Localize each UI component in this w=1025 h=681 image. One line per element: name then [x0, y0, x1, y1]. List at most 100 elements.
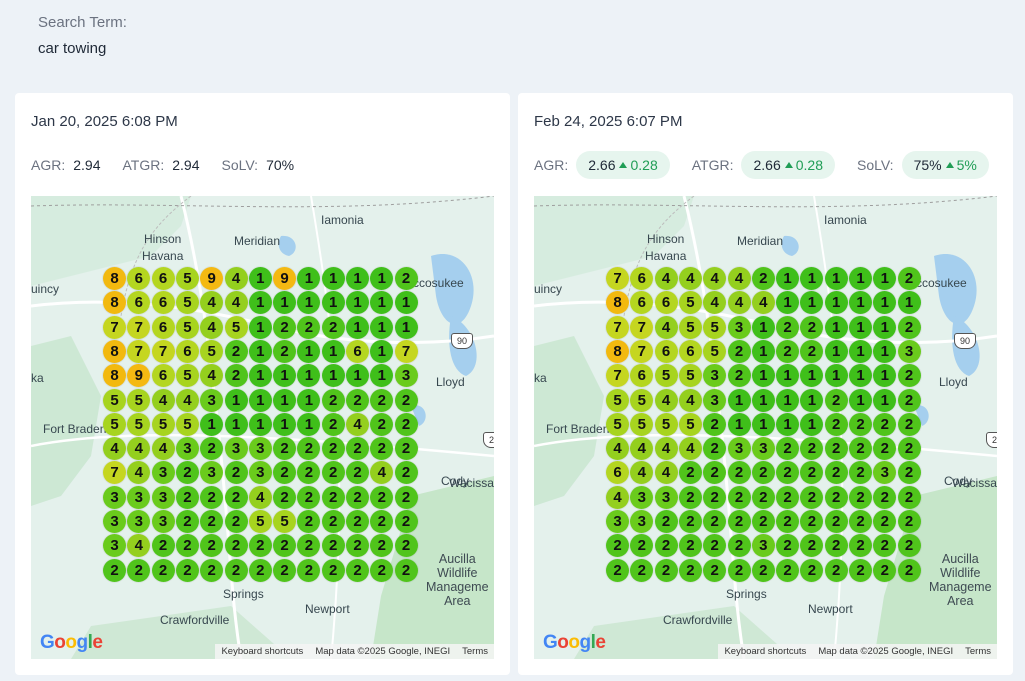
rank-pin[interactable]: 6: [151, 364, 175, 388]
rank-pin[interactable]: 2: [678, 510, 702, 533]
rank-pin[interactable]: 5: [175, 267, 199, 290]
rank-pin[interactable]: 2: [897, 315, 921, 339]
rank-pin[interactable]: 5: [678, 364, 702, 388]
rank-pin[interactable]: 5: [703, 339, 727, 363]
rank-pin[interactable]: 4: [727, 291, 751, 315]
rank-pin[interactable]: 1: [776, 412, 800, 436]
rank-pin[interactable]: 7: [103, 461, 126, 485]
rank-pin[interactable]: 3: [897, 339, 921, 363]
rank-pin[interactable]: 2: [321, 485, 345, 509]
map-view[interactable]: Iamonia Hinson Havana Meridian uincy cco…: [534, 196, 997, 659]
rank-pin[interactable]: 2: [224, 364, 248, 388]
rank-pin[interactable]: 7: [630, 315, 654, 339]
rank-pin[interactable]: 2: [751, 485, 775, 509]
rank-pin[interactable]: 8: [103, 267, 126, 290]
rank-pin[interactable]: 8: [606, 291, 629, 315]
rank-pin[interactable]: 5: [103, 388, 126, 412]
rank-pin[interactable]: 2: [703, 534, 727, 558]
rank-pin[interactable]: 5: [630, 388, 654, 412]
rank-pin[interactable]: 2: [897, 461, 921, 485]
rank-pin[interactable]: 2: [200, 485, 224, 509]
rank-pin[interactable]: 4: [654, 388, 678, 412]
rank-pin[interactable]: 4: [606, 437, 629, 461]
rank-pin[interactable]: 2: [297, 510, 321, 533]
rank-pin[interactable]: 1: [248, 291, 272, 315]
rank-pin[interactable]: 2: [776, 485, 800, 509]
rank-pin[interactable]: 2: [800, 461, 824, 485]
rank-pin[interactable]: 2: [678, 534, 702, 558]
rank-pin[interactable]: 2: [849, 534, 872, 558]
rank-pin[interactable]: 2: [824, 437, 848, 461]
rank-pin[interactable]: 2: [849, 412, 872, 436]
rank-pin[interactable]: 2: [678, 558, 702, 582]
rank-pin[interactable]: 2: [800, 534, 824, 558]
rank-pin[interactable]: 6: [175, 339, 199, 363]
rank-pin[interactable]: 1: [370, 267, 394, 290]
rank-pin[interactable]: 2: [849, 437, 872, 461]
rank-pin[interactable]: 2: [776, 339, 800, 363]
rank-pin[interactable]: 2: [248, 534, 272, 558]
rank-pin[interactable]: 2: [751, 510, 775, 533]
keyboard-shortcuts-link[interactable]: Keyboard shortcuts: [724, 646, 807, 657]
rank-pin[interactable]: 5: [127, 388, 151, 412]
rank-pin[interactable]: 2: [321, 412, 345, 436]
rank-pin[interactable]: 2: [776, 534, 800, 558]
rank-pin[interactable]: 1: [248, 267, 272, 290]
rank-pin[interactable]: 1: [297, 364, 321, 388]
rank-pin[interactable]: 3: [703, 364, 727, 388]
rank-pin[interactable]: 1: [751, 388, 775, 412]
rank-pin[interactable]: 4: [703, 291, 727, 315]
rank-pin[interactable]: 2: [273, 315, 297, 339]
rank-pin[interactable]: 1: [751, 315, 775, 339]
rank-pin[interactable]: 5: [151, 412, 175, 436]
rank-pin[interactable]: 2: [800, 437, 824, 461]
rank-pin[interactable]: 4: [678, 437, 702, 461]
rank-pin[interactable]: 4: [654, 267, 678, 290]
rank-pin[interactable]: 3: [606, 510, 629, 533]
rank-pin[interactable]: 2: [654, 510, 678, 533]
rank-pin[interactable]: 2: [824, 412, 848, 436]
rank-pin[interactable]: 2: [321, 510, 345, 533]
rank-pin[interactable]: 7: [606, 364, 629, 388]
rank-pin[interactable]: 2: [678, 461, 702, 485]
rank-pin[interactable]: 2: [703, 412, 727, 436]
rank-pin[interactable]: 1: [849, 339, 872, 363]
rank-pin[interactable]: 2: [297, 534, 321, 558]
rank-pin[interactable]: 2: [703, 437, 727, 461]
rank-pin[interactable]: 3: [103, 534, 126, 558]
rank-pin[interactable]: 1: [776, 291, 800, 315]
rank-pin[interactable]: 1: [394, 291, 418, 315]
rank-pin[interactable]: 8: [103, 339, 126, 363]
rank-pin[interactable]: 1: [346, 364, 369, 388]
rank-pin[interactable]: 2: [897, 267, 921, 290]
rank-pin[interactable]: 7: [606, 315, 629, 339]
rank-pin[interactable]: 2: [151, 534, 175, 558]
rank-pin[interactable]: 1: [297, 339, 321, 363]
rank-pin[interactable]: 1: [321, 364, 345, 388]
rank-pin[interactable]: 3: [103, 510, 126, 533]
rank-pin[interactable]: 2: [200, 534, 224, 558]
rank-pin[interactable]: 5: [224, 315, 248, 339]
rank-pin[interactable]: 2: [224, 558, 248, 582]
rank-pin[interactable]: 6: [151, 291, 175, 315]
rank-pin[interactable]: 7: [151, 339, 175, 363]
rank-pin[interactable]: 5: [175, 291, 199, 315]
rank-pin[interactable]: 6: [630, 291, 654, 315]
rank-pin[interactable]: 3: [248, 461, 272, 485]
rank-pin[interactable]: 5: [678, 291, 702, 315]
rank-pin[interactable]: 8: [103, 364, 126, 388]
rank-pin[interactable]: 2: [346, 461, 369, 485]
rank-pin[interactable]: 2: [346, 485, 369, 509]
rank-pin[interactable]: 1: [751, 412, 775, 436]
rank-pin[interactable]: 1: [800, 267, 824, 290]
rank-pin[interactable]: 1: [346, 315, 369, 339]
rank-pin[interactable]: 2: [273, 534, 297, 558]
rank-pin[interactable]: 5: [630, 412, 654, 436]
rank-pin[interactable]: 1: [248, 412, 272, 436]
rank-pin[interactable]: 7: [103, 315, 126, 339]
rank-pin[interactable]: 4: [127, 461, 151, 485]
rank-pin[interactable]: 4: [751, 291, 775, 315]
rank-pin[interactable]: 2: [849, 558, 872, 582]
rank-pin[interactable]: 2: [346, 437, 369, 461]
rank-pin[interactable]: 1: [751, 339, 775, 363]
